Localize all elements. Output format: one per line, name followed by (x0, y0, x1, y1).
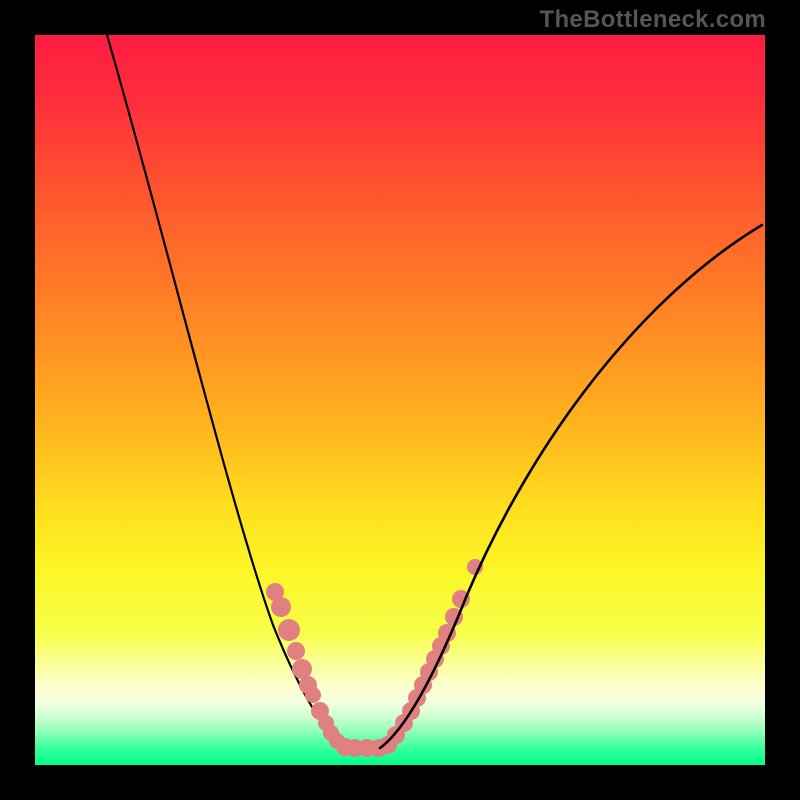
data-marker (287, 642, 305, 660)
curve-left-branch (107, 35, 355, 749)
data-markers-group (266, 559, 483, 757)
data-marker (278, 619, 300, 641)
watermark-text: TheBottleneck.com (540, 6, 766, 33)
plot-area (35, 35, 765, 765)
data-marker (271, 597, 291, 617)
data-marker (305, 687, 321, 703)
watermark-label: TheBottleneck.com (540, 6, 766, 34)
bottleneck-curve-chart (35, 35, 765, 765)
data-marker (292, 659, 312, 679)
